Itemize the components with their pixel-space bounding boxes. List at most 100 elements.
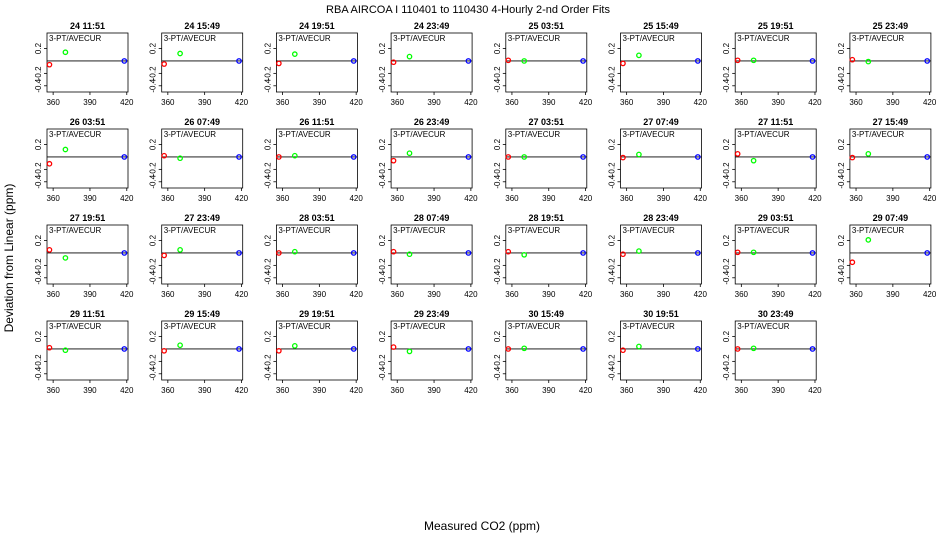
- panel: 28 23:49 3-PT/AVECUR -0.4-0.2 0.2 360 390 420: [608, 213, 708, 299]
- x-tick-label: 360: [735, 98, 749, 107]
- y-tick-label: -0.4: [378, 174, 387, 188]
- plot-frame: [734, 224, 817, 285]
- y-tick-label: 0.2: [378, 138, 387, 150]
- x-tick-label: 420: [694, 290, 708, 299]
- x-tick-label: 390: [542, 386, 556, 395]
- data-point: [350, 250, 357, 256]
- x-tick-label: 420: [120, 290, 134, 299]
- y-tick-label: -0.4: [263, 270, 272, 284]
- data-point: [734, 57, 741, 64]
- x-tick-label: 390: [313, 194, 327, 203]
- panel-subtitle: 3-PT/AVECUR: [164, 322, 217, 331]
- data-point: [620, 154, 626, 161]
- panel: 30 15:49 3-PT/AVECUR -0.4-0.2 0.2 360 390 420: [493, 309, 593, 395]
- x-tick-label: 360: [849, 98, 863, 107]
- x-tick-label: 390: [657, 386, 671, 395]
- x-tick-label: 420: [579, 98, 593, 107]
- x-tick-label: 390: [542, 194, 556, 203]
- panel-title: 25 15:49: [643, 21, 679, 31]
- data-point: [236, 58, 242, 64]
- x-tick-label: 390: [313, 98, 327, 107]
- y-tick-label: 0.2: [722, 138, 731, 150]
- x-tick-label: 390: [657, 98, 671, 107]
- panel-title: 29 19:51: [299, 309, 335, 319]
- panel-subtitle: 3-PT/AVECUR: [508, 34, 561, 43]
- panel: 25 15:49 3-PT/AVECUR -0.4-0.2 0.2 360 390 420: [608, 21, 708, 107]
- y-tick-label: -0.4: [722, 78, 731, 92]
- y-tick-label: -0.4: [149, 78, 158, 92]
- data-point: [406, 53, 413, 60]
- panel-title: 25 03:51: [529, 21, 565, 31]
- x-tick-label: 360: [620, 290, 634, 299]
- y-tick-label: -0.2: [493, 354, 502, 368]
- panel-subtitle: 3-PT/AVECUR: [393, 226, 446, 235]
- panel: 29 15:49 3-PT/AVECUR -0.4-0.2 0.2 360 390 420: [149, 309, 249, 395]
- panel-title: 28 23:49: [643, 213, 679, 223]
- data-point: [694, 346, 701, 352]
- panel: 24 23:49 3-PT/AVECUR -0.4-0.2 0.2 360 390 420: [378, 21, 478, 107]
- plot-frame: [390, 224, 473, 285]
- panel-title: 30 15:49: [529, 309, 565, 319]
- x-tick-label: 420: [464, 194, 478, 203]
- data-point: [521, 251, 528, 258]
- y-tick-label: -0.2: [149, 258, 158, 272]
- panel-subtitle: 3-PT/AVECUR: [852, 130, 905, 139]
- data-point: [580, 58, 586, 64]
- x-tick-label: 360: [735, 290, 749, 299]
- x-tick-label: 420: [235, 290, 249, 299]
- x-tick-label: 360: [505, 386, 519, 395]
- data-point: [465, 346, 472, 352]
- y-tick-label: -0.2: [263, 162, 272, 176]
- y-tick-label: -0.2: [378, 66, 387, 80]
- x-tick-label: 360: [735, 194, 749, 203]
- x-tick-label: 360: [161, 290, 175, 299]
- plot-frame: [161, 32, 244, 93]
- x-tick-label: 360: [46, 194, 60, 203]
- y-tick-label: -0.2: [608, 258, 617, 272]
- panel-title: 30 19:51: [643, 309, 679, 319]
- figure-title: RBA AIRCOA I 110401 to 110430 4-Hourly 2…: [326, 4, 610, 16]
- y-tick-label: -0.4: [608, 270, 617, 284]
- panel: 26 07:49 3-PT/AVECUR -0.4-0.2 0.2 360 390 420: [149, 117, 249, 203]
- x-tick-label: 360: [849, 290, 863, 299]
- panel-title: 29 15:49: [184, 309, 220, 319]
- panel: 27 03:51 3-PT/AVECUR -0.4-0.2 0.2 360 390 420: [493, 117, 593, 203]
- y-tick-label: 0.2: [608, 330, 617, 342]
- data-point: [580, 154, 586, 160]
- panel-title: 24 23:49: [414, 21, 450, 31]
- y-tick-label: -0.2: [608, 354, 617, 368]
- data-point: [161, 252, 168, 259]
- x-tick-label: 360: [849, 194, 863, 203]
- panel: 27 11:51 3-PT/AVECUR -0.4-0.2 0.2 360 390 420: [722, 117, 822, 203]
- y-tick-label: 0.2: [34, 330, 43, 342]
- panel-title: 24 15:49: [184, 21, 220, 31]
- panel: 25 23:49 3-PT/AVECUR -0.4-0.2 0.2 360 390 420: [837, 21, 936, 107]
- data-point: [465, 250, 472, 256]
- data-point: [750, 249, 757, 256]
- y-tick-label: -0.2: [837, 162, 846, 176]
- data-point: [849, 56, 856, 63]
- data-point: [505, 248, 512, 255]
- data-point: [406, 251, 413, 258]
- data-point: [750, 57, 757, 64]
- plot-frame: [849, 224, 932, 285]
- data-point: [121, 58, 128, 64]
- panel: 25 19:51 3-PT/AVECUR -0.4-0.2 0.2 360 390 420: [722, 21, 822, 107]
- y-tick-label: -0.4: [263, 78, 272, 92]
- x-tick-label: 390: [83, 194, 97, 203]
- y-tick-label: -0.4: [149, 174, 158, 188]
- data-point: [636, 248, 642, 254]
- panel-title: 29 03:51: [758, 213, 794, 223]
- x-tick-label: 390: [427, 290, 441, 299]
- panel-subtitle: 3-PT/AVECUR: [737, 34, 790, 43]
- y-tick-label: -0.2: [722, 258, 731, 272]
- x-tick-label: 360: [620, 194, 634, 203]
- panel: 24 15:49 3-PT/AVECUR -0.4-0.2 0.2 360 390 420: [149, 21, 249, 107]
- y-tick-label: -0.4: [493, 270, 502, 284]
- panel-title: 28 03:51: [299, 213, 335, 223]
- x-tick-label: 360: [276, 290, 290, 299]
- panel-title: 26 23:49: [414, 117, 450, 127]
- y-tick-label: -0.2: [34, 258, 43, 272]
- x-tick-label: 390: [83, 290, 97, 299]
- panel-subtitle: 3-PT/AVECUR: [49, 322, 102, 331]
